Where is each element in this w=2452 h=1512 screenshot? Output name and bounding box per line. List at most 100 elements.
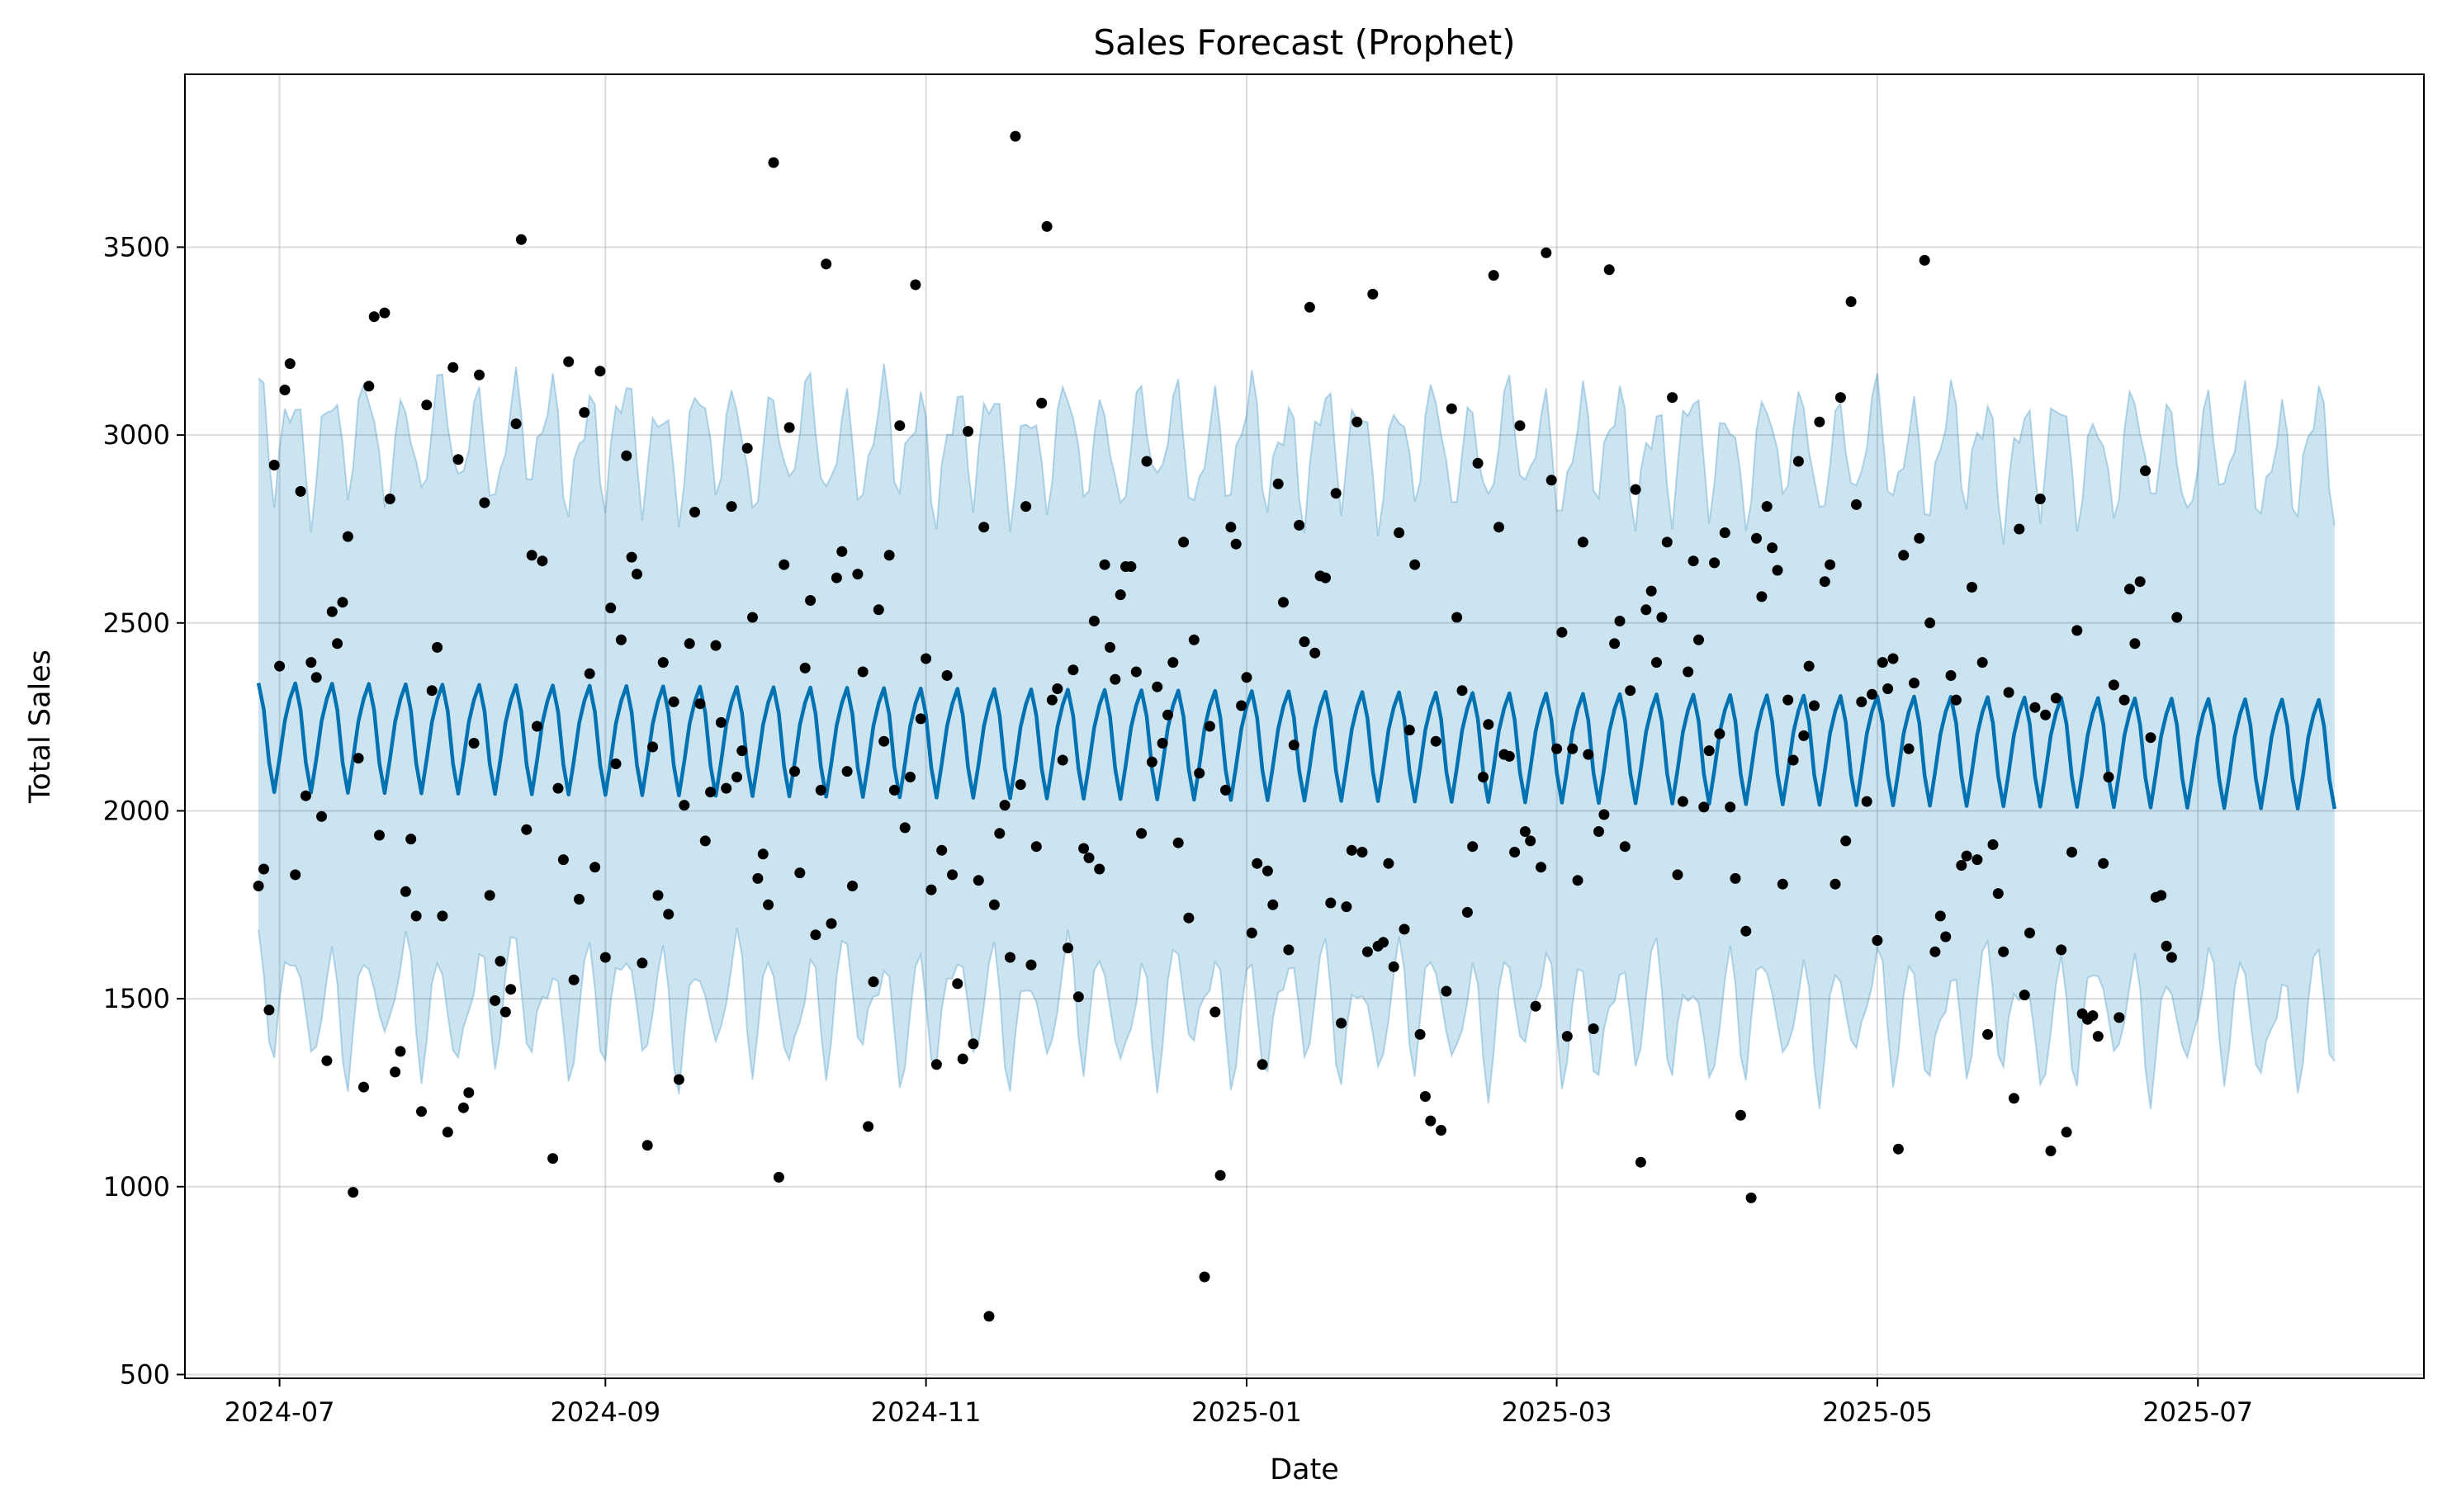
observed-point <box>2061 1127 2072 1138</box>
observed-point <box>641 1140 653 1151</box>
observed-point <box>947 869 958 881</box>
observed-point <box>663 909 675 920</box>
observed-point <box>2108 679 2119 691</box>
observed-point <box>1840 835 1852 847</box>
observed-point <box>983 1311 995 1322</box>
observed-point <box>963 426 974 437</box>
observed-point <box>757 848 769 860</box>
observed-point <box>1803 660 1815 672</box>
observed-point <box>515 234 527 245</box>
observed-point <box>1146 756 1157 768</box>
observed-point <box>1099 559 1110 570</box>
observed-point <box>274 660 286 672</box>
x-tick-label: 2024-11 <box>871 1396 982 1428</box>
observed-point <box>857 666 869 678</box>
observed-point <box>726 501 737 513</box>
observed-point <box>1698 801 1710 813</box>
observed-point <box>925 884 937 895</box>
observed-point <box>416 1106 427 1117</box>
observed-point <box>495 956 506 967</box>
observed-point <box>1856 696 1867 707</box>
observed-point <box>2092 1031 2104 1042</box>
observed-point <box>1845 296 1857 307</box>
observed-point <box>741 442 753 454</box>
observed-point <box>1914 532 1925 544</box>
observed-point <box>1872 935 1883 946</box>
observed-point <box>1209 1006 1221 1018</box>
observed-point <box>973 875 984 886</box>
observed-point <box>1798 730 1810 741</box>
observed-point <box>1304 301 1315 313</box>
observed-point <box>888 784 900 796</box>
observed-point <box>1178 536 1190 548</box>
observed-point <box>868 976 879 988</box>
observed-point <box>1067 664 1079 676</box>
observed-point <box>1625 685 1636 697</box>
observed-point <box>1225 522 1237 533</box>
observed-point <box>1693 634 1704 645</box>
observed-point <box>689 507 700 517</box>
observed-point <box>1346 844 1357 856</box>
observed-point <box>358 1081 369 1093</box>
observed-point <box>831 572 842 584</box>
observed-point <box>1719 527 1730 538</box>
observed-point <box>2098 858 2109 869</box>
observed-point <box>1341 901 1352 913</box>
observed-point <box>1688 555 1699 567</box>
observed-point <box>994 828 1006 839</box>
observed-point <box>2161 940 2172 952</box>
observed-point <box>1572 875 1583 886</box>
observed-point <box>1556 626 1568 638</box>
observed-point <box>1956 860 1967 871</box>
observed-point <box>310 672 322 683</box>
observed-point <box>1593 826 1604 837</box>
x-axis-ticks: 2024-07 2024-09 2024-11 2025-01 2025-03 2025-… <box>225 1378 2253 1428</box>
y-tick-label: 3500 <box>103 231 170 262</box>
observed-point <box>679 800 690 811</box>
observed-point <box>1725 801 1736 813</box>
observed-point <box>599 952 611 963</box>
observed-point <box>426 685 438 697</box>
observed-point <box>673 1074 684 1085</box>
observed-point <box>736 745 748 757</box>
observed-point <box>1015 779 1026 791</box>
observed-point <box>1404 725 1415 736</box>
observed-point <box>915 713 926 725</box>
x-tick-label: 2025-05 <box>1822 1396 1933 1428</box>
observed-point <box>1419 1091 1431 1102</box>
observed-point <box>2124 584 2135 595</box>
observed-point <box>1940 931 1952 943</box>
observed-point <box>2129 638 2141 650</box>
observed-point <box>337 597 348 608</box>
observed-point <box>348 1187 359 1198</box>
observed-point <box>615 634 627 645</box>
observed-point <box>1772 565 1783 576</box>
observed-point <box>1041 220 1053 232</box>
observed-point <box>715 716 727 728</box>
observed-point <box>1472 457 1484 469</box>
observed-point <box>268 460 280 470</box>
observed-point <box>968 1038 979 1050</box>
observed-point <box>978 522 990 533</box>
observed-point <box>805 595 817 606</box>
observed-point <box>1509 847 1521 858</box>
observed-point <box>1136 828 1148 839</box>
observed-point <box>1683 666 1694 678</box>
observed-point <box>1583 749 1594 760</box>
x-tick-label: 2024-09 <box>550 1396 660 1428</box>
observed-point <box>1230 538 1242 550</box>
observed-point <box>1714 728 1725 739</box>
observed-point <box>1619 841 1631 853</box>
y-tick-label: 2000 <box>103 795 170 826</box>
observed-point <box>1325 897 1337 909</box>
observed-point <box>1162 709 1173 721</box>
observed-point <box>1892 1143 1904 1155</box>
observed-point <box>1877 657 1888 669</box>
observed-point <box>442 1127 453 1138</box>
observed-point <box>1730 872 1741 884</box>
observed-point <box>1519 826 1531 837</box>
observed-point <box>1299 636 1310 648</box>
observed-point <box>1903 743 1915 754</box>
observed-point <box>332 638 343 650</box>
observed-point <box>400 886 411 897</box>
